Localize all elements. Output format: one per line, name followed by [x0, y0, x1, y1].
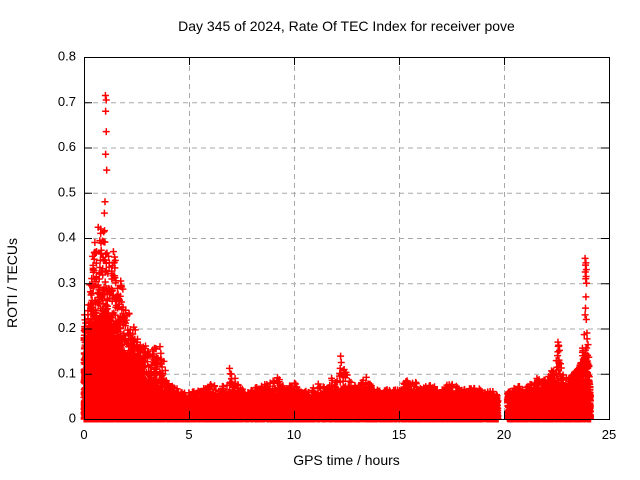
chart-title: Day 345 of 2024, Rate Of TEC Index for r… — [178, 18, 515, 34]
y-axis-label-text: ROTI / TECUs — [4, 238, 20, 328]
x-axis-label: GPS time / hours — [293, 452, 400, 468]
